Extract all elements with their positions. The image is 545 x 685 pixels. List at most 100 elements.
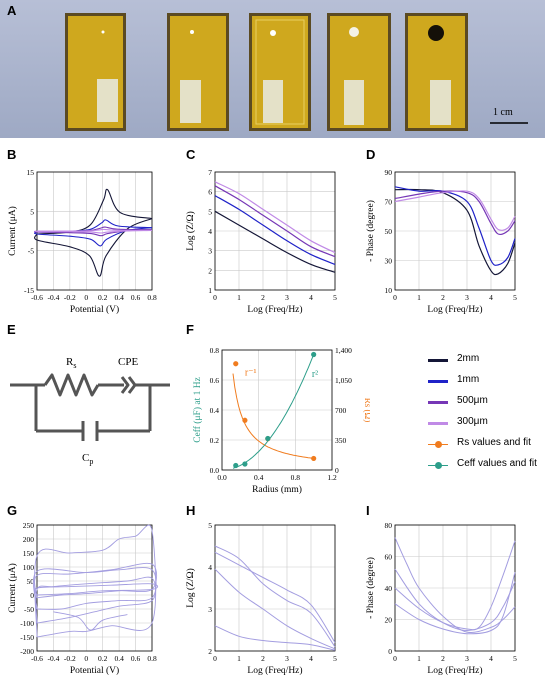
x-tick-label: 1 bbox=[237, 654, 241, 663]
panel-label-i: I bbox=[366, 503, 370, 518]
y-axis-label: Current (μA) bbox=[7, 563, 18, 613]
x-tick-label: 4 bbox=[309, 293, 313, 302]
y2-axis-label: Rs (Ω) bbox=[363, 398, 370, 422]
x-axis-label: Potential (V) bbox=[70, 304, 119, 315]
y-tick-label: 80 bbox=[385, 521, 393, 530]
x-tick-label: 5 bbox=[333, 654, 337, 663]
series-line bbox=[394, 540, 516, 631]
x-tick-label: 1 bbox=[417, 654, 421, 663]
x-tick-label: 0 bbox=[213, 654, 217, 663]
x-axis-label: Potential (V) bbox=[70, 665, 119, 676]
x-tick-label: 0.2 bbox=[98, 654, 108, 663]
y-tick-label: 60 bbox=[385, 553, 393, 562]
panel-label-e: E bbox=[7, 322, 16, 337]
cv-loop bbox=[34, 562, 158, 599]
y-tick-label: 5 bbox=[208, 207, 212, 216]
x-tick-label: -0.6 bbox=[31, 293, 43, 302]
rs-label: Rs bbox=[66, 356, 76, 370]
x-tick-label: 2 bbox=[261, 654, 265, 663]
x-tick-label: 5 bbox=[513, 654, 517, 663]
ceff-fit-label: r² bbox=[312, 369, 318, 380]
y-axis-label: Log (Z/Ω) bbox=[185, 568, 196, 608]
equivalent-circuit: Rs CPE Cp bbox=[10, 356, 170, 466]
x-tick-label: 0 bbox=[393, 293, 397, 302]
panel-label-d: D bbox=[366, 147, 376, 162]
cv-loop bbox=[34, 583, 159, 596]
x-tick-label: 5 bbox=[333, 293, 337, 302]
series-line bbox=[214, 185, 336, 258]
x-axis-label: Log (Freq/Hz) bbox=[247, 304, 302, 315]
y-tick-label: -15 bbox=[24, 286, 34, 295]
y-axis-label: - Phase (degree) bbox=[365, 200, 376, 262]
y2-tick-label: 1,400 bbox=[335, 346, 352, 355]
y-tick-label: 4 bbox=[208, 227, 212, 236]
electrode-strip-4 bbox=[327, 13, 391, 131]
series-line bbox=[394, 572, 516, 635]
x-tick-label: 1.2 bbox=[327, 473, 337, 482]
x-tick-label: 5 bbox=[513, 293, 517, 302]
electrode-strip-1 bbox=[65, 13, 126, 131]
y-tick-label: 200 bbox=[23, 535, 35, 544]
y-tick-label: -100 bbox=[20, 619, 34, 628]
x-tick-label: 3 bbox=[285, 654, 289, 663]
x-tick-label: 3 bbox=[285, 293, 289, 302]
electrode-photo bbox=[0, 0, 545, 138]
scale-bar-label: 1 cm bbox=[493, 107, 513, 118]
y-tick-label: 40 bbox=[385, 584, 393, 593]
y-tick-label: 0.2 bbox=[210, 436, 220, 445]
x-tick-label: 2 bbox=[441, 654, 445, 663]
x-tick-label: 3 bbox=[465, 293, 469, 302]
chart-f-radius-dependence: 0.0 0.4 0.8 1.2 0.0 0.2 0.4 0.6 0.8 Radius (mm) Ce… bbox=[192, 346, 370, 495]
plot-frame bbox=[214, 171, 336, 291]
chart-d-phase: 0 1 2 3 4 5 10 30 50 70 90 Log (Freq/Hz) - Phase (de… bbox=[365, 168, 517, 315]
x-tick-label: -0.2 bbox=[64, 293, 76, 302]
y-tick-label: 1 bbox=[208, 286, 212, 295]
electrode-strip-2 bbox=[167, 13, 229, 131]
series-line bbox=[214, 551, 336, 643]
cv-loop bbox=[34, 524, 157, 638]
ceff-point bbox=[311, 351, 317, 358]
x-tick-label: 1 bbox=[237, 293, 241, 302]
ceff-point bbox=[265, 435, 271, 442]
y-axis-label: Log (Z/Ω) bbox=[185, 211, 196, 251]
chart-i-phase: 0 1 2 3 4 5 0 20 40 60 80 Log (Freq/Hz) - Phase (deg… bbox=[365, 521, 517, 676]
x-tick-label: -0.4 bbox=[47, 654, 59, 663]
chart-h-impedance-magnitude: 0 1 2 3 4 5 2 3 4 5 Log (Freq/Hz) Log (Z/Ω) bbox=[185, 521, 337, 676]
y-tick-label: 0.6 bbox=[210, 376, 220, 385]
x-tick-label: 0 bbox=[84, 293, 88, 302]
series-line bbox=[394, 188, 516, 276]
x-tick-label: 4 bbox=[489, 654, 493, 663]
y2-tick-label: 700 bbox=[335, 406, 347, 415]
series-line bbox=[214, 195, 336, 265]
panel-label-c: C bbox=[186, 147, 196, 162]
x-tick-label: 0.8 bbox=[147, 293, 157, 302]
y-tick-label: 0 bbox=[388, 647, 392, 656]
x-tick-label: 2 bbox=[441, 293, 445, 302]
chart-b-cyclic-voltammetry: -0.6 -0.4 -0.2 0 0.2 0.4 0.6 0.8 15 5 -5 -15 Potenti… bbox=[7, 168, 157, 315]
y-axis-label: Current (μA) bbox=[7, 206, 18, 256]
x-tick-label: 1 bbox=[417, 293, 421, 302]
x-axis-label: Log (Freq/Hz) bbox=[427, 665, 482, 676]
y-tick-label: 90 bbox=[385, 168, 393, 177]
x-tick-label: 0 bbox=[213, 293, 217, 302]
y-tick-label: 3 bbox=[208, 605, 212, 614]
cv-loop bbox=[35, 576, 157, 624]
chart-g-cyclic-voltammetry: -0.6 -0.4 -0.2 0 0.2 0.4 0.6 0.8 250 200 150 100 50 0… bbox=[7, 521, 159, 676]
x-tick-label: 3 bbox=[465, 654, 469, 663]
y-tick-label: 2 bbox=[208, 647, 212, 656]
panel-label-a: A bbox=[7, 3, 17, 18]
x-tick-label: 0.4 bbox=[114, 293, 124, 302]
y-tick-label: 6 bbox=[208, 188, 212, 197]
cp-label: Cp bbox=[82, 452, 93, 466]
y2-tick-label: 350 bbox=[335, 436, 347, 445]
series-line bbox=[214, 545, 336, 648]
electrode-strip-5 bbox=[405, 13, 468, 131]
series-line bbox=[394, 190, 516, 235]
x-tick-label: 0.8 bbox=[291, 473, 301, 482]
y-tick-label: 20 bbox=[385, 616, 393, 625]
series-line bbox=[214, 210, 336, 273]
plot-frame bbox=[36, 524, 153, 652]
rs-point bbox=[311, 455, 317, 462]
panel-label-h: H bbox=[186, 503, 196, 518]
rs-point bbox=[242, 417, 248, 423]
